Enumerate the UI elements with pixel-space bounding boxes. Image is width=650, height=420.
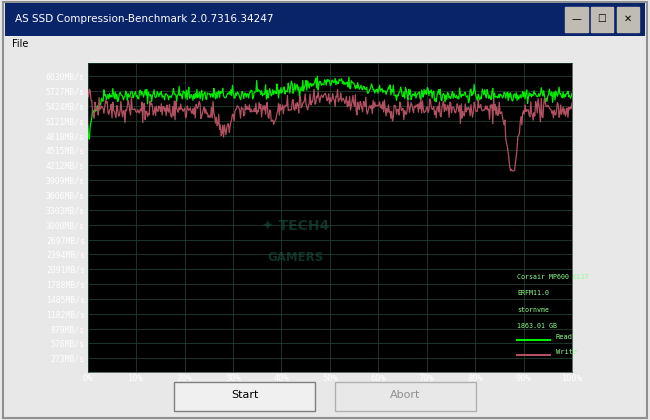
Bar [617,7,639,32]
Text: Write: Write [556,349,577,355]
Text: Abort: Abort [390,390,421,400]
FancyBboxPatch shape [174,381,315,411]
Text: AS SSD Compression-Benchmark 2.0.7316.34247: AS SSD Compression-Benchmark 2.0.7316.34… [15,14,273,24]
Text: ERFM11.0: ERFM11.0 [517,290,549,297]
Text: 1863.01 GB: 1863.01 GB [517,323,557,329]
Text: ☐: ☐ [597,14,606,24]
Text: File: File [12,39,29,49]
Text: stornvme: stornvme [517,307,549,313]
Text: —: — [571,14,581,24]
FancyBboxPatch shape [335,381,476,411]
Text: Start: Start [231,390,259,400]
Text: Read: Read [556,334,573,340]
Bar [591,7,614,32]
Text: ✦ TECH4: ✦ TECH4 [263,220,330,234]
Text: GAMERS: GAMERS [268,251,324,264]
Text: Corsair MP600 ELIT: Corsair MP600 ELIT [517,274,589,280]
Bar [566,7,588,32]
Text: ✕: ✕ [623,14,632,24]
